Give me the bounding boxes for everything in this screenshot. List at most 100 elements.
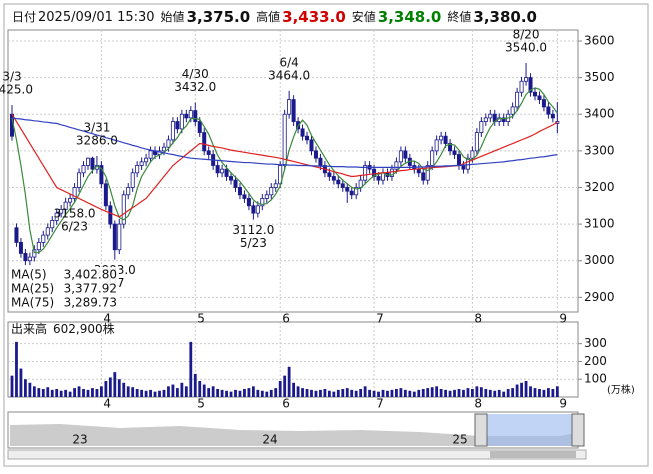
scrollbar[interactable] xyxy=(7,449,587,460)
candle-body xyxy=(488,113,493,119)
candle-body xyxy=(36,242,41,251)
candle-body xyxy=(68,198,73,203)
volume-bar xyxy=(471,389,474,397)
candle-body xyxy=(144,157,149,163)
ma-line xyxy=(11,87,558,254)
x-tick-label: 4 xyxy=(103,397,111,411)
candle-body xyxy=(59,209,64,214)
header-value: 3,375.0 xyxy=(187,8,251,26)
volume-bar xyxy=(332,391,336,397)
navigator-window[interactable] xyxy=(487,414,572,446)
volume-bar xyxy=(117,379,121,397)
volume-bar xyxy=(95,389,99,397)
volume-bar xyxy=(319,389,322,397)
legend-label: MA(25) xyxy=(11,282,54,296)
legend-box xyxy=(9,267,119,311)
volume-bar xyxy=(59,390,63,397)
candle-body xyxy=(99,165,104,185)
candle-body xyxy=(139,161,144,166)
volume-bar xyxy=(399,388,403,397)
y-tick-label: 2900 xyxy=(584,290,615,304)
annotation-date: 6/4 xyxy=(279,55,298,69)
volume-bar xyxy=(37,388,41,397)
navigator-handle[interactable] xyxy=(571,413,585,447)
candle-body xyxy=(72,187,77,199)
candle-body xyxy=(300,128,305,137)
candle-body xyxy=(479,121,484,133)
candle-body xyxy=(541,99,546,108)
header-label: 日付 xyxy=(12,10,36,24)
candle-body xyxy=(305,135,310,141)
candle-body xyxy=(394,161,399,170)
candle-body xyxy=(264,194,269,199)
candle-body xyxy=(461,165,466,170)
candle-body xyxy=(90,157,95,170)
scrollbar-thumb[interactable] xyxy=(490,451,576,458)
volume-bar xyxy=(444,389,447,397)
candle-body xyxy=(532,91,537,97)
volume-bar xyxy=(341,389,345,397)
candle-body xyxy=(528,77,533,93)
volume-bar xyxy=(278,381,282,397)
y-tick-label: 3500 xyxy=(584,70,615,84)
x-tick-label: 8 xyxy=(474,397,482,411)
volume-bar xyxy=(497,389,501,397)
candle-body xyxy=(318,157,323,166)
annotation-value: 3158.0 xyxy=(54,206,96,220)
volume-title-text: 出来高 xyxy=(11,321,47,336)
volume-bar xyxy=(430,387,434,397)
volume-bar xyxy=(506,389,510,397)
candle-body xyxy=(309,139,314,152)
volume-bar xyxy=(256,389,260,397)
annotation-date: 5/23 xyxy=(240,236,267,250)
annotation-date: 8/20 xyxy=(513,27,540,41)
annotation-value: 3286.0 xyxy=(76,133,118,147)
candle-body xyxy=(63,201,68,210)
volume-bar xyxy=(153,391,157,397)
volume-bar xyxy=(292,382,296,397)
candle-body xyxy=(103,183,108,207)
volume-bar xyxy=(180,382,184,397)
annotation-value: 3432.0 xyxy=(174,80,216,94)
volume-bar xyxy=(135,389,139,397)
volume-bar xyxy=(372,390,376,397)
candle-body xyxy=(135,165,140,174)
candle-body xyxy=(434,139,439,152)
volume-bar xyxy=(68,391,72,397)
candle-body xyxy=(456,154,461,166)
candle-body xyxy=(282,113,287,166)
header-label: 高値 xyxy=(256,9,280,24)
candle-body xyxy=(452,150,457,155)
candle-body xyxy=(188,110,193,119)
volume-bar xyxy=(211,386,215,397)
annotation-date: 6/23 xyxy=(61,219,88,233)
annotation-date: 3/3 xyxy=(2,70,21,84)
candle-body xyxy=(108,205,113,225)
volume-bar xyxy=(238,390,242,397)
candle-body xyxy=(255,205,260,214)
volume-bar xyxy=(542,389,546,397)
candle-body xyxy=(519,80,524,93)
volume-bar xyxy=(511,388,515,397)
volume-bar xyxy=(462,389,465,397)
volume-bar xyxy=(533,388,537,397)
volume-bar xyxy=(475,386,479,397)
candle-body xyxy=(550,113,555,119)
volume-bar xyxy=(15,341,18,397)
candle-body xyxy=(41,234,46,243)
candle-body xyxy=(197,121,202,133)
candle-body xyxy=(403,150,408,159)
navigator-label: 24 xyxy=(262,433,277,447)
volume-bar xyxy=(412,391,416,397)
candle-body xyxy=(501,117,506,122)
x-tick-label: 8 xyxy=(474,312,482,326)
candle-body xyxy=(327,172,332,177)
volume-bar xyxy=(122,382,126,397)
candle-body xyxy=(470,150,475,159)
header: 日付 2025/09/01 15:30 始値 3,375.0 高値 3,433.0 安値 3,… xyxy=(12,8,537,26)
candle-body xyxy=(233,179,238,188)
navigator-handle[interactable] xyxy=(474,413,488,447)
volume-unit: (万株) xyxy=(607,383,635,396)
candle-body xyxy=(251,205,256,214)
annotation-date: 4/30 xyxy=(182,67,209,81)
